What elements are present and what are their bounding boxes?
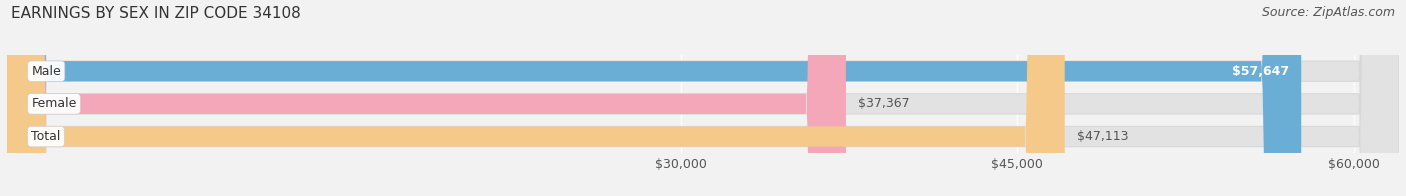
Text: $57,647: $57,647	[1232, 65, 1289, 78]
FancyBboxPatch shape	[7, 0, 1399, 196]
FancyBboxPatch shape	[7, 0, 1064, 196]
FancyBboxPatch shape	[7, 0, 1301, 196]
Text: $37,367: $37,367	[858, 97, 910, 110]
FancyBboxPatch shape	[7, 0, 1399, 196]
Text: $47,113: $47,113	[1077, 130, 1129, 143]
Text: Total: Total	[31, 130, 60, 143]
FancyBboxPatch shape	[7, 0, 1399, 196]
Text: Male: Male	[31, 65, 60, 78]
Text: Female: Female	[31, 97, 77, 110]
FancyBboxPatch shape	[7, 0, 846, 196]
Text: EARNINGS BY SEX IN ZIP CODE 34108: EARNINGS BY SEX IN ZIP CODE 34108	[11, 6, 301, 21]
Text: Source: ZipAtlas.com: Source: ZipAtlas.com	[1261, 6, 1395, 19]
